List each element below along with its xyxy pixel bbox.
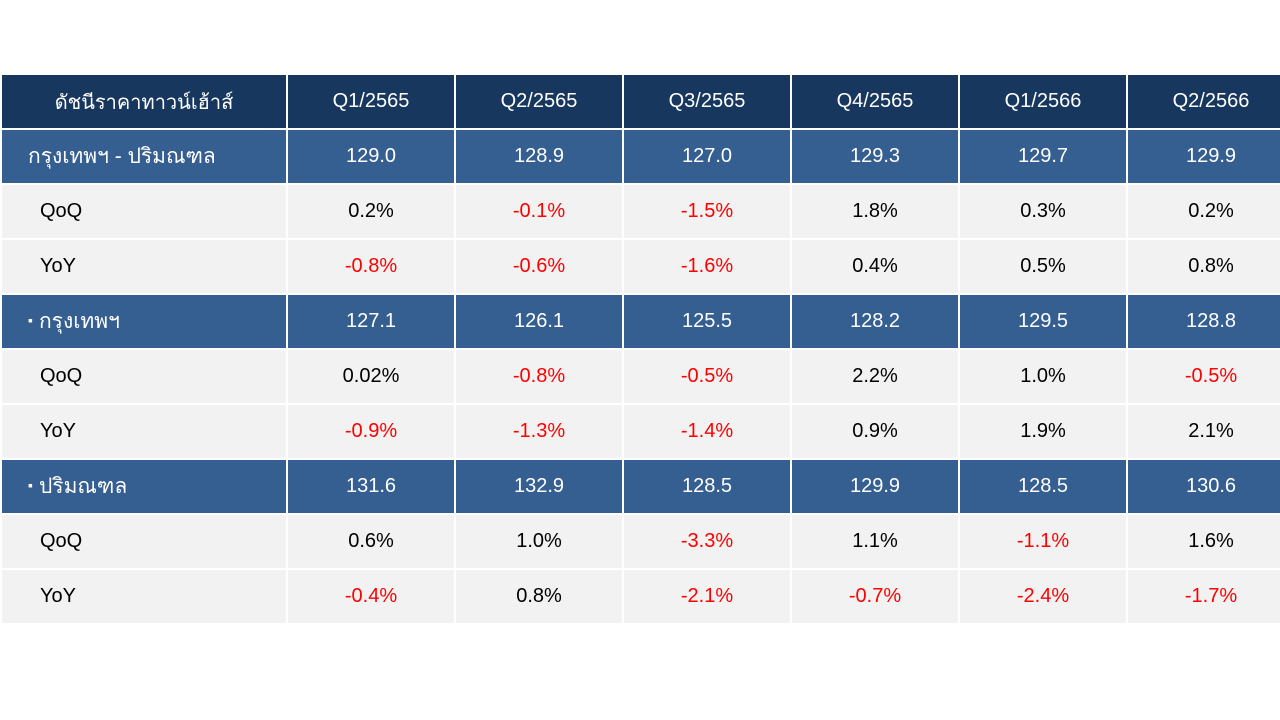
corner-label: ดัชนีราคาทาวน์เฮ้าส์	[2, 75, 286, 128]
table-cell: 128.8	[1128, 295, 1280, 348]
table-cell: 129.9	[792, 460, 958, 513]
row-label-text: ปริมณฑล	[38, 475, 128, 498]
row-label: ▪ กรุงเทพฯ	[2, 295, 286, 348]
row-label-text: QoQ	[40, 530, 83, 552]
row-label-text: YoY	[40, 420, 76, 442]
table-cell: 1.6%	[1128, 515, 1280, 568]
table-cell: 0.5%	[960, 240, 1126, 293]
row-label-text: กรุงเทพฯ - ปริมณฑล	[28, 145, 216, 168]
table-cell: -0.7%	[792, 570, 958, 623]
table-cell: 1.8%	[792, 185, 958, 238]
row-label-text: กรุงเทพฯ	[38, 310, 120, 333]
table-cell: 128.2	[792, 295, 958, 348]
table-cell: -2.4%	[960, 570, 1126, 623]
table-cell: 1.0%	[960, 350, 1126, 403]
table-cell: 0.8%	[1128, 240, 1280, 293]
row-label: กรุงเทพฯ - ปริมณฑล	[2, 130, 286, 183]
table-cell: 0.2%	[1128, 185, 1280, 238]
row-label-text: QoQ	[40, 365, 83, 387]
table-cell: 131.6	[288, 460, 454, 513]
table-cell: 128.5	[960, 460, 1126, 513]
table-cell: 129.9	[1128, 130, 1280, 183]
table-cell: -0.8%	[288, 240, 454, 293]
row-label: YoY	[2, 240, 286, 293]
table-cell: 132.9	[456, 460, 622, 513]
table-cell: 129.3	[792, 130, 958, 183]
table-row-change: YoY -0.8% -0.6% -1.6% 0.4% 0.5% 0.8%	[2, 240, 1280, 293]
table-row-change: YoY -0.9% -1.3% -1.4% 0.9% 1.9% 2.1%	[2, 405, 1280, 458]
table-cell: -0.9%	[288, 405, 454, 458]
table-cell: 0.2%	[288, 185, 454, 238]
row-label: YoY	[2, 570, 286, 623]
table-cell: -0.4%	[288, 570, 454, 623]
table-cell: 125.5	[624, 295, 790, 348]
row-label-text: YoY	[40, 255, 76, 277]
column-header: Q4/2565	[792, 75, 958, 128]
row-label: QoQ	[2, 350, 286, 403]
townhouse-price-index-table: ดัชนีราคาทาวน์เฮ้าส์ Q1/2565 Q2/2565 Q3/…	[0, 73, 1280, 625]
table-cell: 1.1%	[792, 515, 958, 568]
column-header: Q2/2565	[456, 75, 622, 128]
table-cell: 0.8%	[456, 570, 622, 623]
table-cell: 129.0	[288, 130, 454, 183]
table-cell: 127.0	[624, 130, 790, 183]
table-cell: -1.7%	[1128, 570, 1280, 623]
row-label-text: QoQ	[40, 200, 83, 222]
table-cell: -0.1%	[456, 185, 622, 238]
row-label: QoQ	[2, 515, 286, 568]
table-cell: 128.5	[624, 460, 790, 513]
table-cell: -2.1%	[624, 570, 790, 623]
table-cell: 1.0%	[456, 515, 622, 568]
row-label-text: YoY	[40, 585, 76, 607]
column-header: Q1/2566	[960, 75, 1126, 128]
townhouse-price-index-table-container: ดัชนีราคาทาวน์เฮ้าส์ Q1/2565 Q2/2565 Q3/…	[0, 73, 1280, 625]
row-label: ▪ ปริมณฑล	[2, 460, 286, 513]
column-header: Q1/2565	[288, 75, 454, 128]
table-cell: 127.1	[288, 295, 454, 348]
table-header-row: ดัชนีราคาทาวน์เฮ้าส์ Q1/2565 Q2/2565 Q3/…	[2, 75, 1280, 128]
table-row-index: ▪ กรุงเทพฯ 127.1 126.1 125.5 128.2 129.5 128.8	[2, 295, 1280, 348]
bullet-icon: ▪	[28, 477, 33, 493]
table-cell: -0.6%	[456, 240, 622, 293]
table-cell: 128.9	[456, 130, 622, 183]
table-cell: 0.02%	[288, 350, 454, 403]
table-cell: -0.8%	[456, 350, 622, 403]
table-cell: 129.5	[960, 295, 1126, 348]
table-cell: -0.5%	[1128, 350, 1280, 403]
table-row-change: YoY -0.4% 0.8% -2.1% -0.7% -2.4% -1.7%	[2, 570, 1280, 623]
table-cell: 0.4%	[792, 240, 958, 293]
table-row-change: QoQ 0.6% 1.0% -3.3% 1.1% -1.1% 1.6%	[2, 515, 1280, 568]
table-cell: -1.1%	[960, 515, 1126, 568]
row-label: QoQ	[2, 185, 286, 238]
column-header: Q2/2566	[1128, 75, 1280, 128]
table-cell: -3.3%	[624, 515, 790, 568]
table-cell: 130.6	[1128, 460, 1280, 513]
table-cell: 126.1	[456, 295, 622, 348]
table-cell: -0.5%	[624, 350, 790, 403]
table-cell: 2.1%	[1128, 405, 1280, 458]
table-cell: 129.7	[960, 130, 1126, 183]
table-cell: 0.3%	[960, 185, 1126, 238]
table-cell: -1.3%	[456, 405, 622, 458]
row-label: YoY	[2, 405, 286, 458]
table-cell: -1.6%	[624, 240, 790, 293]
table-cell: 0.9%	[792, 405, 958, 458]
table-cell: 1.9%	[960, 405, 1126, 458]
table-cell: -1.5%	[624, 185, 790, 238]
table-row-index: ▪ ปริมณฑล 131.6 132.9 128.5 129.9 128.5 130.6	[2, 460, 1280, 513]
table-row-index: กรุงเทพฯ - ปริมณฑล 129.0 128.9 127.0 129.3 12…	[2, 130, 1280, 183]
table-row-change: QoQ 0.02% -0.8% -0.5% 2.2% 1.0% -0.5%	[2, 350, 1280, 403]
table-cell: 0.6%	[288, 515, 454, 568]
table-row-change: QoQ 0.2% -0.1% -1.5% 1.8% 0.3% 0.2%	[2, 185, 1280, 238]
bullet-icon: ▪	[28, 312, 33, 328]
table-cell: -1.4%	[624, 405, 790, 458]
table-body: กรุงเทพฯ - ปริมณฑล 129.0 128.9 127.0 129.3 12…	[2, 130, 1280, 623]
table-cell: 2.2%	[792, 350, 958, 403]
column-header: Q3/2565	[624, 75, 790, 128]
